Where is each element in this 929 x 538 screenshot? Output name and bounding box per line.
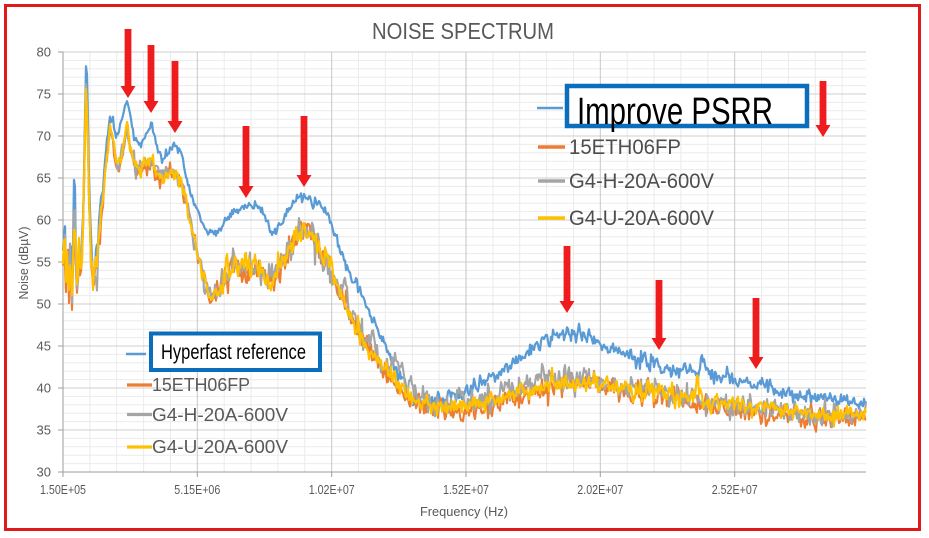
svg-text:Hyperfast reference: Hyperfast reference <box>161 341 306 364</box>
svg-text:30: 30 <box>37 465 51 480</box>
svg-text:2.52E+07: 2.52E+07 <box>712 482 758 497</box>
svg-text:G4-H-20A-600V: G4-H-20A-600V <box>569 170 714 193</box>
svg-text:40: 40 <box>37 381 51 396</box>
svg-text:2.02E+07: 2.02E+07 <box>577 482 623 497</box>
svg-text:65: 65 <box>37 171 51 186</box>
svg-text:50: 50 <box>37 297 51 312</box>
svg-text:1.02E+07: 1.02E+07 <box>309 482 355 497</box>
svg-text:Improve PSRR: Improve PSRR <box>577 91 773 133</box>
svg-text:1.52E+07: 1.52E+07 <box>443 482 489 497</box>
svg-text:15ETH06FP: 15ETH06FP <box>152 374 250 395</box>
svg-text:Noise (dBµV): Noise (dBµV) <box>16 227 31 300</box>
svg-text:G4-H-20A-600V: G4-H-20A-600V <box>152 404 289 425</box>
svg-text:Frequency (Hz): Frequency (Hz) <box>420 504 508 519</box>
svg-text:75: 75 <box>37 87 51 102</box>
svg-text:60: 60 <box>37 213 51 228</box>
svg-text:15ETH06FP: 15ETH06FP <box>569 136 681 159</box>
svg-text:G4-U-20A-600V: G4-U-20A-600V <box>152 436 289 457</box>
svg-text:80: 80 <box>37 45 51 60</box>
svg-text:1.50E+05: 1.50E+05 <box>40 482 86 497</box>
svg-text:NOISE SPECTRUM: NOISE SPECTRUM <box>372 18 554 44</box>
svg-text:5.15E+06: 5.15E+06 <box>174 482 220 497</box>
svg-text:70: 70 <box>37 129 51 144</box>
svg-text:G4-U-20A-600V: G4-U-20A-600V <box>569 207 714 230</box>
svg-text:35: 35 <box>37 423 51 438</box>
svg-text:45: 45 <box>37 339 51 354</box>
svg-text:55: 55 <box>37 255 51 270</box>
